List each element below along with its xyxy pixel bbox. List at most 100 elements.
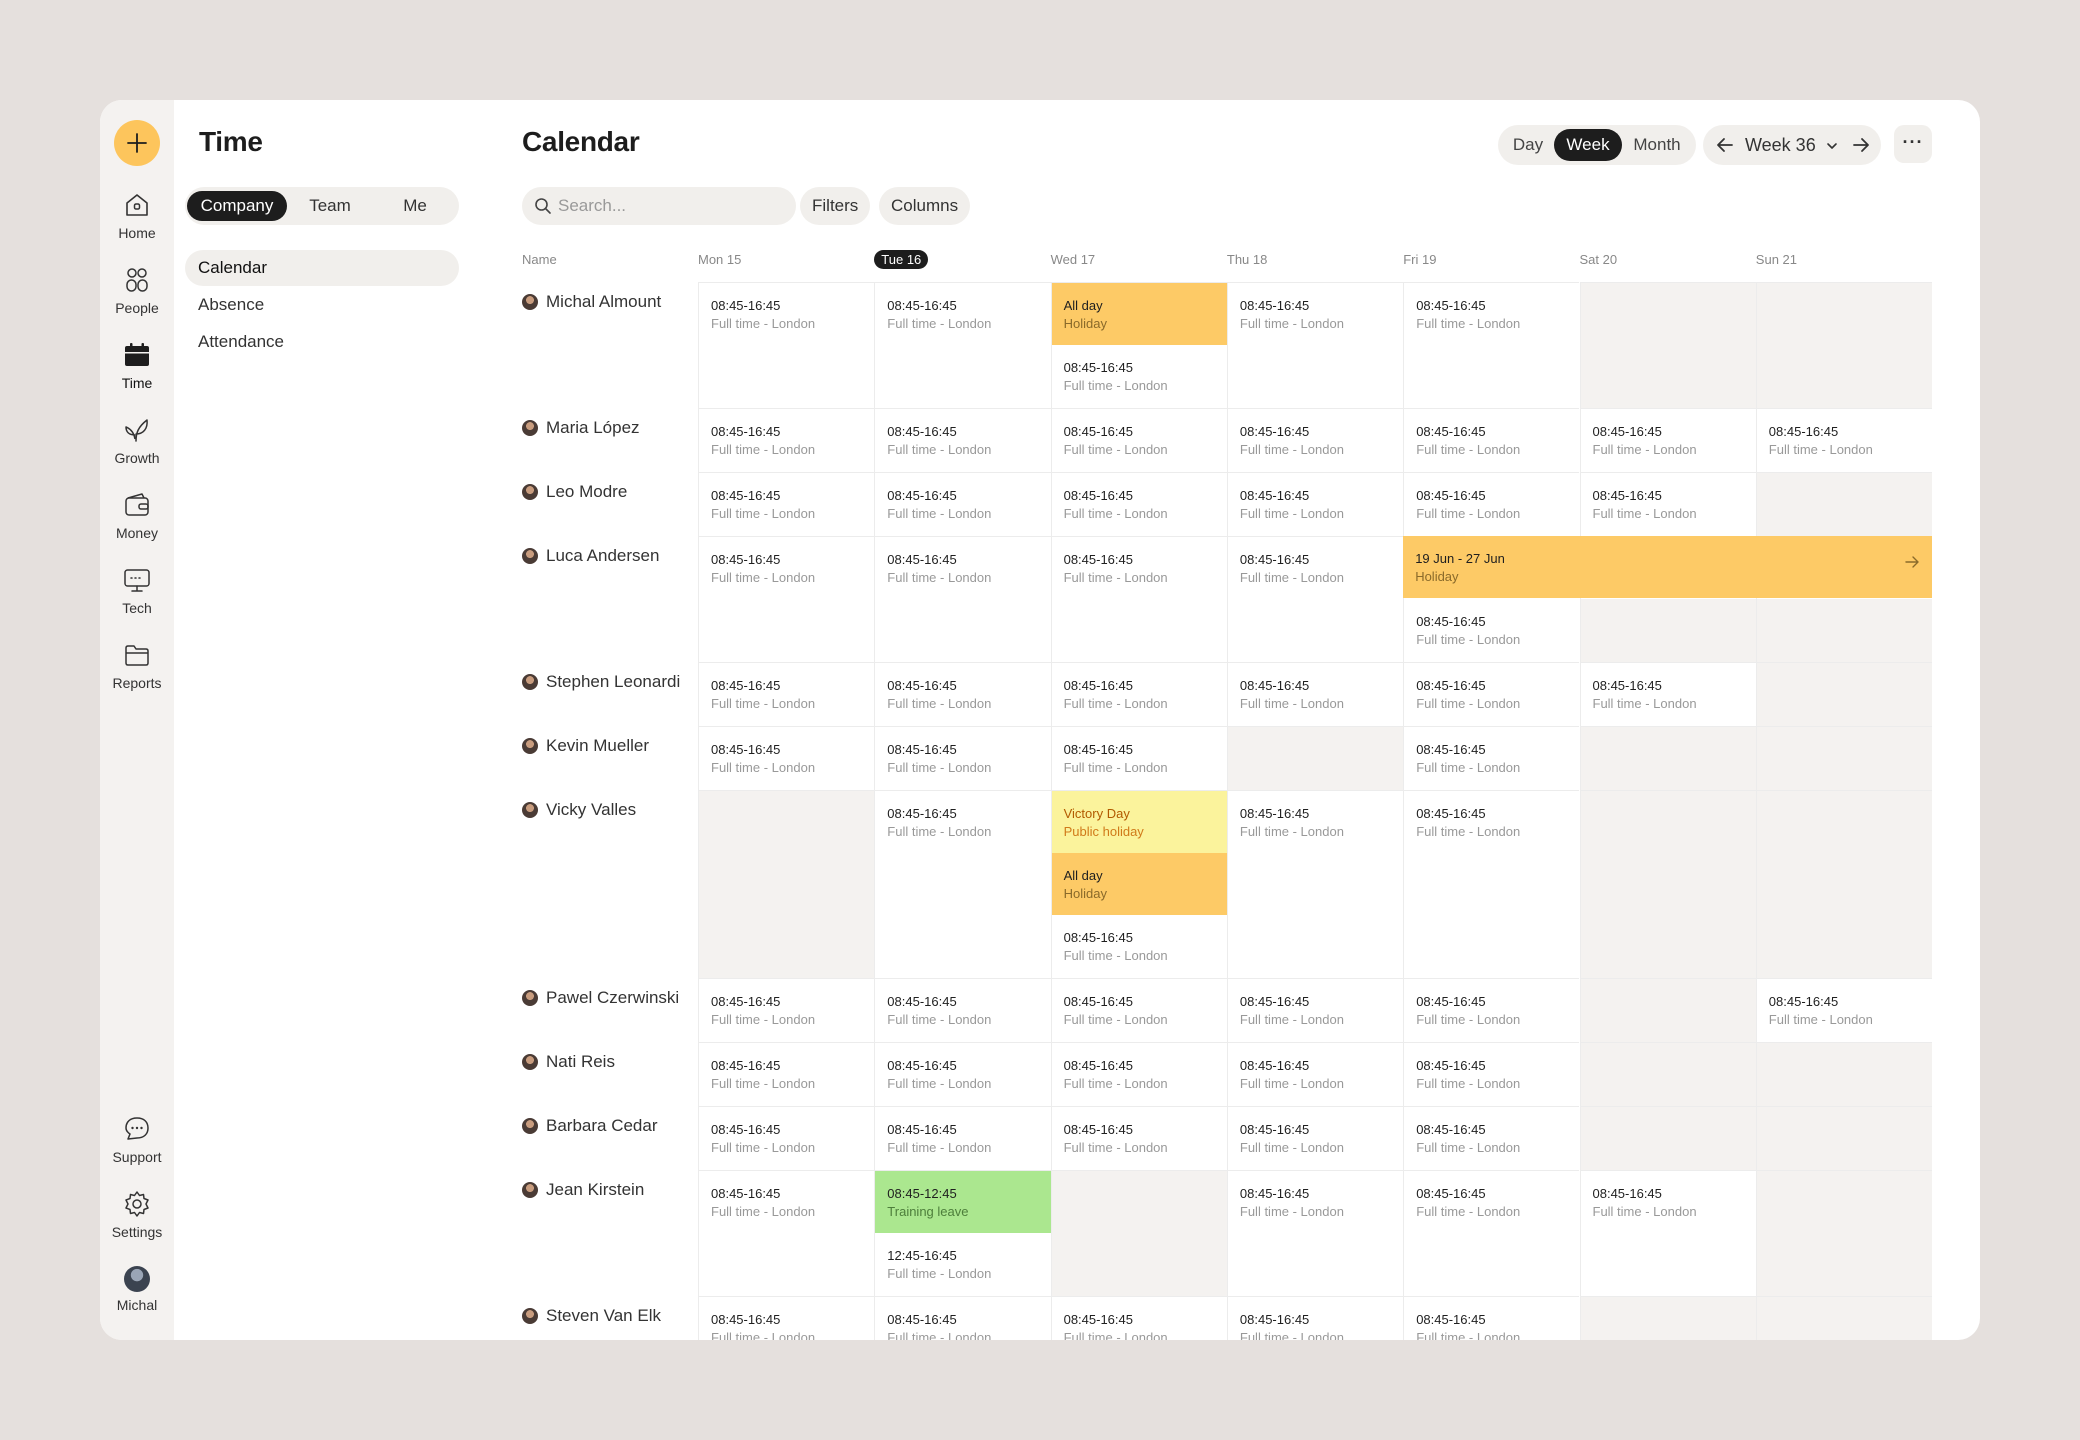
day-cell[interactable]: 08:45-16:45 Full time - London [1226, 1170, 1404, 1296]
day-cell[interactable] [1755, 1042, 1933, 1106]
day-cell[interactable]: 08:45-16:45 Full time - London [1403, 662, 1580, 726]
day-cell[interactable] [1579, 1296, 1756, 1340]
day-cell[interactable]: 08:45-16:45 Full time - London [1755, 408, 1933, 472]
day-cell[interactable]: 08:45-16:45 Full time - London [1579, 662, 1756, 726]
shift-entry[interactable]: 08:45-16:45 Full time - London [875, 979, 1050, 1041]
day-cell[interactable]: 08:45-16:45 Full time - London [1403, 1170, 1580, 1296]
shift-entry[interactable]: 08:45-16:45 Full time - London [1404, 473, 1579, 535]
day-cell[interactable] [1579, 1106, 1756, 1170]
day-cell[interactable]: 08:45-16:45 Full time - London [874, 1296, 1051, 1340]
day-cell[interactable]: 08:45-16:45 Full time - London [1050, 1296, 1227, 1340]
day-cell[interactable]: 08:45-16:45 Full time - London [1579, 408, 1756, 472]
day-cell[interactable]: 08:45-16:45 Full time - London [1403, 408, 1580, 472]
shift-entry[interactable]: 08:45-16:45 Full time - London [1228, 409, 1403, 471]
shift-entry[interactable]: 08:45-16:45 Full time - London [1228, 791, 1403, 853]
week-select[interactable]: Week 36 [1745, 125, 1839, 165]
shift-entry[interactable]: 08:45-16:45 Full time - London [1404, 1107, 1579, 1169]
day-cell[interactable]: 08:45-16:45 Full time - London [1403, 472, 1580, 536]
more-options-button[interactable]: ··· [1894, 125, 1932, 163]
shift-entry[interactable]: 08:45-16:45 Full time - London [875, 537, 1050, 599]
day-cell[interactable]: 08:45-16:45 Full time - London [698, 1042, 875, 1106]
employee-name[interactable]: Leo Modre [522, 482, 627, 502]
view-week[interactable]: Week [1554, 129, 1622, 161]
day-cell[interactable]: 08:45-16:45 Full time - London [698, 662, 875, 726]
shift-entry[interactable]: 08:45-16:45 Full time - London [699, 663, 874, 725]
holiday-entry[interactable]: All day Holiday [1051, 853, 1227, 915]
day-cell[interactable]: 08:45-16:45 Full time - London [1403, 726, 1580, 790]
shift-entry[interactable]: 08:45-16:45 Full time - London [1052, 727, 1227, 789]
day-cell[interactable]: 08:45-12:45 Training leave 12:45-16:45 Full… [874, 1170, 1051, 1296]
day-cell[interactable]: 08:45-16:45 Full time - London [1050, 1042, 1227, 1106]
day-cell[interactable]: 08:45-16:45 Full time - London [1226, 662, 1404, 726]
shift-entry[interactable]: 08:45-16:45 Full time - London [1228, 283, 1403, 345]
employee-name[interactable]: Steven Van Elk [522, 1306, 661, 1326]
rail-item-home[interactable]: Home [100, 190, 174, 254]
employee-name[interactable]: Michal Almount [522, 292, 661, 312]
shift-entry[interactable]: 08:45-16:45 Full time - London [1404, 599, 1579, 661]
shift-entry[interactable]: 08:45-16:45 Full time - London [1757, 979, 1932, 1041]
day-cell[interactable] [1579, 790, 1756, 978]
day-cell[interactable]: 08:45-16:45 Full time - London [1226, 1042, 1404, 1106]
rail-item-profile[interactable]: Michal [100, 1263, 174, 1327]
shift-entry[interactable]: 08:45-16:45 Full time - London [1228, 1171, 1403, 1233]
rail-item-growth[interactable]: Growth [100, 415, 174, 479]
day-cell[interactable]: 08:45-16:45 Full time - London [874, 978, 1051, 1042]
shift-entry[interactable]: 08:45-16:45 Full time - London [1757, 409, 1932, 471]
shift-entry[interactable]: 08:45-16:45 Full time - London [875, 1043, 1050, 1105]
day-cell[interactable]: 08:45-16:45 Full time - London [874, 282, 1051, 408]
scope-me[interactable]: Me [403, 196, 427, 215]
shift-entry[interactable]: 08:45-16:45 Full time - London [699, 1297, 874, 1340]
employee-name[interactable]: Jean Kirstein [522, 1180, 644, 1200]
shift-entry[interactable]: 08:45-16:45 Full time - London [1581, 663, 1756, 725]
day-cell[interactable]: 08:45-16:45 Full time - London [1050, 1106, 1227, 1170]
nav-calendar[interactable]: Calendar [185, 250, 459, 286]
day-cell[interactable] [1050, 1170, 1227, 1296]
day-cell[interactable] [1755, 536, 1933, 662]
nav-attendance[interactable]: Attendance [198, 332, 285, 351]
shift-entry[interactable]: 08:45-16:45 Full time - London [1404, 1171, 1579, 1233]
shift-entry[interactable]: 08:45-16:45 Full time - London [1052, 473, 1227, 535]
arrow-left-icon[interactable] [1713, 133, 1737, 157]
day-cell[interactable]: 08:45-16:45 Full time - London [1226, 536, 1404, 662]
day-cell[interactable]: 08:45-16:45 Full time - London [698, 536, 875, 662]
employee-name[interactable]: Vicky Valles [522, 800, 636, 820]
shift-entry[interactable]: 08:45-16:45 Full time - London [699, 1043, 874, 1105]
holiday-entry[interactable]: All day Holiday [1051, 283, 1227, 345]
shift-entry[interactable]: 08:45-16:45 Full time - London [1581, 473, 1756, 535]
shift-entry[interactable]: 08:45-16:45 Full time - London [1581, 1171, 1756, 1233]
shift-entry[interactable]: 08:45-16:45 Full time - London [699, 1171, 874, 1233]
day-cell[interactable]: 08:45-16:45 Full time - London [1403, 282, 1580, 408]
scope-company[interactable]: Company [187, 191, 287, 221]
day-cell[interactable]: 08:45-16:45 Full time - London [1403, 536, 1580, 662]
day-cell[interactable]: 08:45-16:45 Full time - London [1226, 978, 1404, 1042]
holiday-range-entry[interactable]: 19 Jun - 27 Jun Holiday [1403, 536, 1933, 598]
day-cell[interactable] [1755, 1296, 1933, 1340]
day-cell[interactable]: Victory Day Public holiday All day Holiday 0… [1050, 790, 1227, 978]
shift-entry[interactable]: 08:45-16:45 Full time - London [1581, 409, 1756, 471]
day-cell[interactable]: 08:45-16:45 Full time - London [874, 726, 1051, 790]
shift-entry[interactable]: 08:45-16:45 Full time - London [1052, 915, 1227, 977]
shift-entry[interactable]: 08:45-16:45 Full time - London [1228, 1297, 1403, 1340]
shift-entry[interactable]: 08:45-16:45 Full time - London [699, 283, 874, 345]
shift-entry[interactable]: 08:45-16:45 Full time - London [1052, 345, 1227, 407]
employee-name[interactable]: Stephen Leonardi [522, 672, 680, 692]
day-cell[interactable]: 08:45-16:45 Full time - London [1403, 1106, 1580, 1170]
day-cell[interactable] [698, 790, 875, 978]
shift-entry[interactable]: 08:45-16:45 Full time - London [1052, 537, 1227, 599]
employee-name[interactable]: Pawel Czerwinski [522, 988, 679, 1008]
day-cell[interactable]: 08:45-16:45 Full time - London [874, 472, 1051, 536]
filters-button[interactable]: Filters [800, 187, 871, 225]
shift-entry[interactable]: 08:45-16:45 Full time - London [699, 1107, 874, 1169]
rail-item-tech[interactable]: Tech [100, 565, 174, 629]
shift-entry[interactable]: 08:45-16:45 Full time - London [699, 409, 874, 471]
employee-name[interactable]: Luca Andersen [522, 546, 659, 566]
day-cell[interactable]: 08:45-16:45 Full time - London [1579, 472, 1756, 536]
shift-entry[interactable]: 08:45-16:45 Full time - London [1052, 409, 1227, 471]
day-cell[interactable]: 08:45-16:45 Full time - London [698, 282, 875, 408]
day-cell[interactable] [1579, 1042, 1756, 1106]
rail-item-time[interactable]: Time [100, 340, 174, 404]
day-cell[interactable] [1755, 1106, 1933, 1170]
arrow-right-icon[interactable] [1849, 133, 1873, 157]
training-entry[interactable]: 08:45-12:45 Training leave [875, 1171, 1051, 1233]
employee-name[interactable]: Nati Reis [522, 1052, 615, 1072]
